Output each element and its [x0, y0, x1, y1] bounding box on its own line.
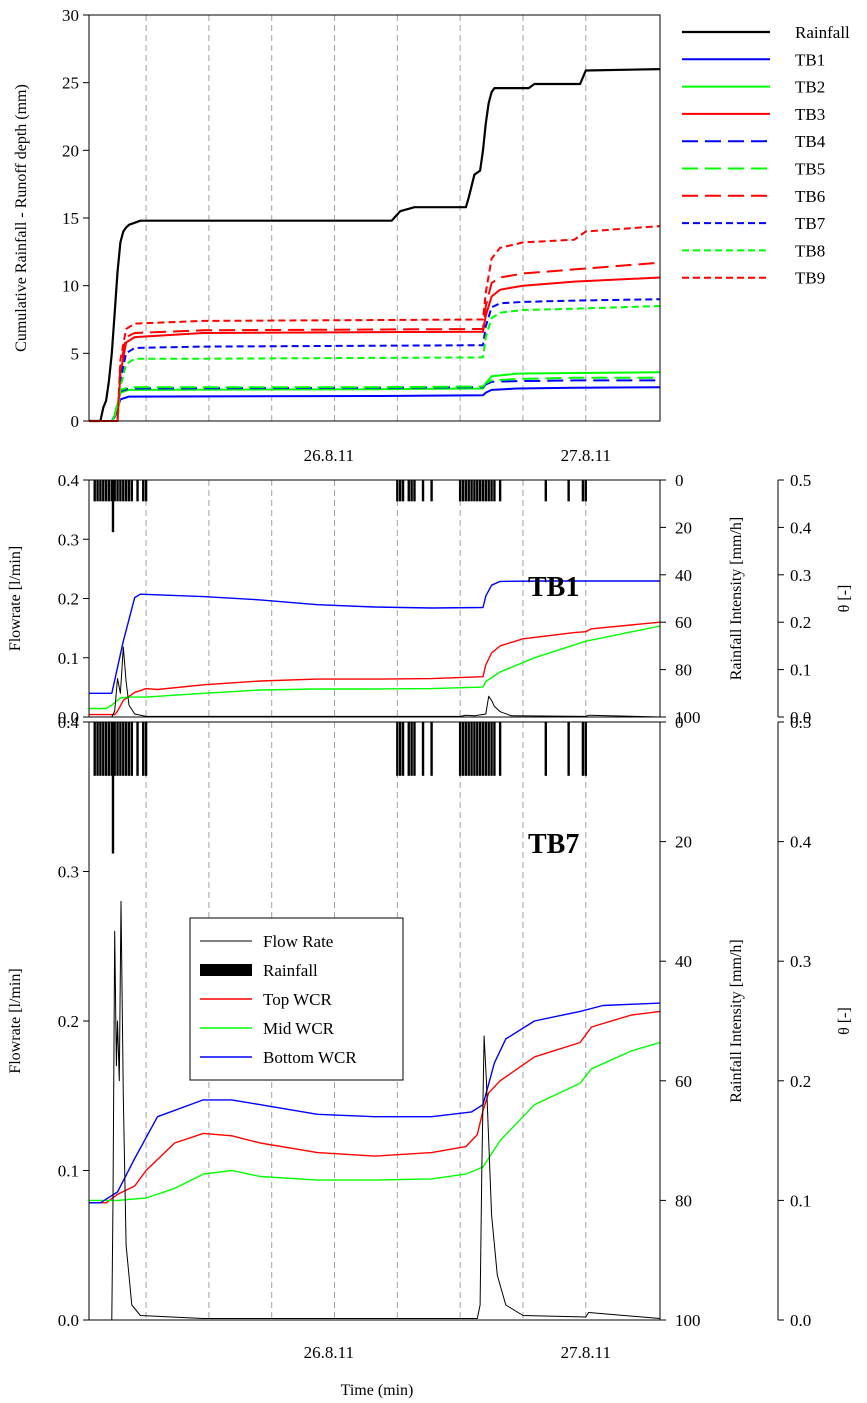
rain-axis-title: Rainfall Intensity [mm/h]: [728, 939, 745, 1103]
legend-label-tb2: TB2: [795, 78, 825, 97]
theta-axis-tick-label-1: 0.1: [790, 1191, 811, 1210]
theta-axis-tick-label-2: 0.2: [790, 613, 811, 632]
theta-axis-tick-label-5: 0.5: [790, 713, 811, 732]
x-date-label-1: 27.8.11: [561, 446, 611, 465]
series-line-tb7: [89, 298, 661, 422]
legend-label-tb1: TB1: [795, 50, 825, 69]
rain-axis-tick-label-5: 100: [675, 1311, 701, 1330]
legend-label-flow-rate: Flow Rate: [263, 932, 333, 951]
x-date-label-0: 26.8.11: [304, 1343, 354, 1362]
rain-axis-tick-label-1: 20: [675, 518, 692, 537]
theta-axis-tick-label-3: 0.3: [790, 952, 811, 971]
theta-axis-title: θ [-]: [836, 585, 853, 613]
x-date-label-1: 27.8.11: [561, 1343, 611, 1362]
series-line-tb8: [89, 305, 661, 422]
series-line-tb3: [89, 276, 661, 422]
series-line-rainfall: [89, 68, 661, 423]
left-axis-tick-label-1: 5: [71, 344, 80, 363]
left-axis-tick-label-4: 20: [62, 141, 79, 160]
series-line-tb1: [89, 386, 661, 422]
theta-axis-tick-label-5: 0.5: [790, 471, 811, 490]
left-axis-tick-label-3: 0.3: [58, 530, 79, 549]
series-line-tb9: [89, 225, 661, 422]
rain-axis-title: Rainfall Intensity [mm/h]: [728, 517, 745, 681]
theta-axis-tick-label-4: 0.4: [790, 518, 812, 537]
wcr-line-mid-wcr: [89, 1041, 661, 1202]
rainfall-bars: [93, 722, 587, 854]
wcr-line-top-wcr: [89, 621, 661, 716]
series-line-tb5: [89, 376, 660, 422]
left-axis-tick-label-4: 0.4: [58, 471, 80, 490]
left-axis-tick-label-0: 0.0: [58, 1311, 79, 1330]
wcr-line-bottom-wcr: [89, 580, 660, 694]
flow-rate-line: [89, 646, 661, 718]
left-axis-tick-label-2: 0.2: [58, 590, 79, 609]
rain-axis-tick-label-5: 100: [675, 708, 701, 727]
theta-axis-tick-label-1: 0.1: [790, 661, 811, 680]
rain-axis-tick-label-4: 80: [675, 1191, 692, 1210]
left-axis-tick-label-4: 0.4: [58, 713, 80, 732]
rain-axis-tick-label-3: 60: [675, 1072, 692, 1091]
rain-axis-tick-label-1: 20: [675, 833, 692, 852]
legend-label-tb8: TB8: [795, 241, 825, 260]
legend-label-tb5: TB5: [795, 160, 825, 179]
x-date-label-0: 26.8.11: [304, 446, 354, 465]
theta-axis-title: θ [-]: [836, 1007, 853, 1035]
top-legend: Rainfall TB1 TB2 TB3 TB4 TB5 TB6 TB7 TB8 TB9: [682, 23, 850, 288]
tb1-panel: 0.0 0.1 0.2 0.3 0.4 Flowrate [l/min] 0 20 40 60 80…: [7, 471, 853, 727]
left-axis-title: Flowrate [l/min]: [7, 546, 24, 651]
legend-label-top-wcr: Top WCR: [263, 990, 333, 1009]
legend-label-rainfall: Rainfall: [795, 23, 850, 42]
panel-label-tb7: TB7: [528, 829, 579, 860]
rain-axis-tick-label-4: 80: [675, 661, 692, 680]
left-axis-tick-label-2: 10: [62, 277, 79, 296]
rain-axis-tick-label-0: 0: [675, 713, 684, 732]
left-axis-tick-label-1: 0.1: [58, 649, 79, 668]
wcr-line-bottom-wcr: [89, 1002, 661, 1204]
left-axis-tick-label-0: 0.0: [58, 708, 79, 727]
theta-axis-tick-label-0: 0.0: [790, 708, 811, 727]
left-axis-tick-label-3: 0.3: [58, 863, 79, 882]
theta-axis-tick-label-0: 0.0: [790, 1311, 811, 1330]
legend-label-tb4: TB4: [795, 132, 826, 151]
top-plot-frame: [88, 14, 661, 422]
rain-axis-tick-label-2: 40: [675, 566, 692, 585]
legend-label-rainfall: Rainfall: [263, 961, 318, 980]
legend-label-tb3: TB3: [795, 105, 825, 124]
left-axis-tick-label-0: 0: [71, 412, 80, 431]
left-axis-tick-label-2: 0.2: [58, 1012, 79, 1031]
legend-label-tb6: TB6: [795, 187, 825, 206]
left-axis-tick-label-5: 25: [62, 74, 79, 93]
flow-rate-line: [89, 900, 661, 1321]
rainfall-bars: [93, 480, 587, 533]
left-axis-title: Cumulative Rainfall - Runoff depth (mm): [13, 84, 30, 352]
wcr-line-top-wcr: [89, 1010, 661, 1204]
wcr-line-mid-wcr: [89, 625, 661, 710]
left-axis-title: Flowrate [l/min]: [7, 968, 24, 1073]
rain-axis-tick-label-0: 0: [675, 471, 684, 490]
lower-legend: Flow Rate Rainfall Top WCR Mid WCR Bottom WC…: [189, 917, 404, 1081]
legend-label-bottom-wcr: Bottom WCR: [263, 1048, 357, 1067]
legend-label-tb9: TB9: [795, 269, 825, 288]
theta-axis-tick-label-2: 0.2: [790, 1072, 811, 1091]
rain-axis-tick-label-3: 60: [675, 613, 692, 632]
rain-axis-tick-label-2: 40: [675, 952, 692, 971]
legend-swatch-rainfall: [200, 964, 252, 976]
tb7-panel: 0.0 0.1 0.2 0.3 0.4 Flowrate [l/min] 0 20 40 60 80…: [7, 713, 853, 1362]
theta-axis-tick-label-3: 0.3: [790, 566, 811, 585]
x-axis-title: Time (min): [341, 1382, 414, 1399]
legend-label-mid-wcr: Mid WCR: [263, 1019, 335, 1038]
panel-label-tb1: TB1: [528, 572, 579, 603]
left-axis-tick-label-1: 0.1: [58, 1162, 79, 1181]
cumulative-rainfall-panel: 0 5 10 15 20 25 30 Cumulative Rainfall - Runoff…: [13, 6, 850, 465]
left-axis-tick-label-3: 15: [62, 209, 79, 228]
legend-label-tb7: TB7: [795, 214, 826, 233]
left-axis-tick-label-6: 30: [62, 6, 79, 25]
theta-axis-tick-label-4: 0.4: [790, 833, 812, 852]
